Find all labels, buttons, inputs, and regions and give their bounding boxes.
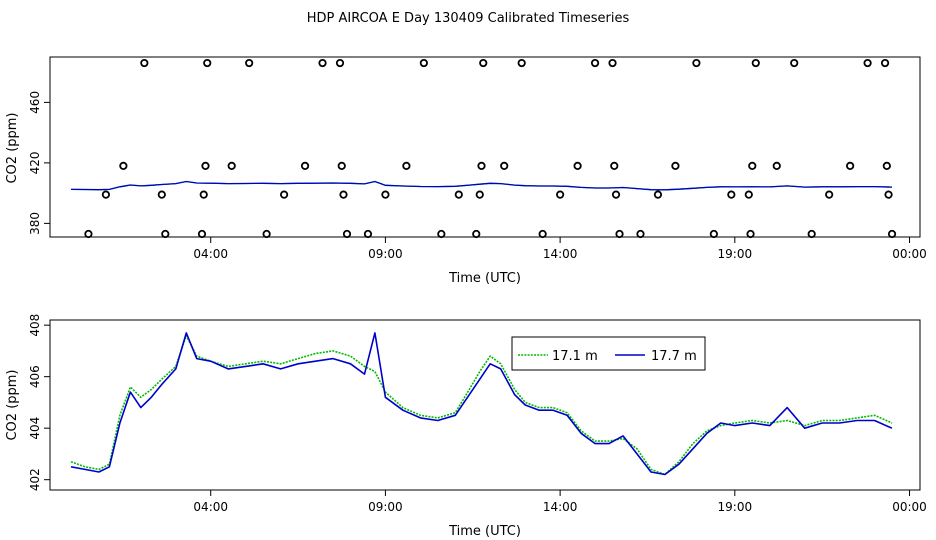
calibration-point bbox=[517, 58, 526, 68]
calibration-point bbox=[140, 58, 149, 68]
x-tick-label: 00:00 bbox=[892, 500, 927, 514]
calibration-point bbox=[608, 58, 617, 68]
series-line-17-7m-top bbox=[70, 180, 893, 191]
calibration-point bbox=[402, 161, 411, 171]
panel-timeseries: 04:00 09:00 14:00 19:00 00:00 402 404 406 408 T… bbox=[5, 314, 927, 539]
y-tick-label: 406 bbox=[28, 365, 42, 388]
calibration-point bbox=[262, 229, 271, 239]
y-tick-label: 404 bbox=[28, 417, 42, 440]
calibration-point bbox=[337, 161, 346, 171]
x-tick-label: 09:00 bbox=[368, 500, 403, 514]
x-tick-label: 09:00 bbox=[368, 247, 403, 261]
x-tick-label: 04:00 bbox=[193, 500, 228, 514]
calibration-point bbox=[475, 190, 484, 199]
series-line-17-1m bbox=[70, 334, 893, 476]
calibration-point bbox=[245, 58, 254, 68]
calibration-point bbox=[419, 58, 428, 68]
calibration-point bbox=[692, 58, 701, 68]
calibration-point bbox=[556, 190, 565, 199]
calibration-data bbox=[70, 58, 897, 239]
x-tick-label: 00:00 bbox=[892, 247, 927, 261]
calibration-point bbox=[887, 229, 897, 239]
calibration-point bbox=[472, 229, 481, 239]
calibration-point bbox=[161, 229, 170, 239]
figure-title: HDP AIRCOA E Day 130409 Calibrated Times… bbox=[307, 11, 630, 26]
legend-label-17-7m: 17.7 m bbox=[651, 349, 697, 364]
calibration-point bbox=[454, 190, 463, 199]
y-tick-label: 420 bbox=[28, 151, 42, 174]
calibration-point bbox=[203, 58, 212, 68]
calibration-point bbox=[636, 229, 645, 239]
calibration-point bbox=[880, 58, 890, 68]
calibration-point bbox=[500, 161, 509, 171]
x-axis-label-bottom: Time (UTC) bbox=[448, 524, 521, 539]
calibration-point bbox=[101, 190, 111, 199]
y-tick-label: 460 bbox=[28, 91, 42, 114]
plot-frame-top bbox=[49, 56, 921, 238]
x-tick-label: 04:00 bbox=[193, 247, 228, 261]
calibration-point bbox=[157, 190, 166, 199]
calibration-point bbox=[197, 229, 207, 239]
calibration-point bbox=[381, 190, 390, 199]
series-line-17-7m bbox=[70, 332, 893, 476]
calibration-point bbox=[300, 161, 310, 171]
x-tick-label: 19:00 bbox=[718, 500, 753, 514]
calibration-point bbox=[772, 161, 781, 171]
y-tick-label: 402 bbox=[28, 468, 42, 491]
calibration-point bbox=[671, 161, 680, 171]
calibration-point bbox=[744, 190, 753, 199]
calibration-point bbox=[590, 58, 600, 68]
calibration-point bbox=[201, 161, 210, 171]
calibration-point bbox=[790, 58, 799, 68]
calibration-point bbox=[748, 161, 757, 171]
y-tick-label: 380 bbox=[28, 212, 42, 235]
calibration-point bbox=[573, 161, 582, 171]
x-axis-label-top: Time (UTC) bbox=[448, 271, 521, 286]
calibration-point bbox=[119, 161, 128, 171]
y-axis-label-top: CO2 (ppm) bbox=[5, 112, 20, 183]
calibration-point bbox=[825, 190, 834, 199]
calibration-point bbox=[884, 190, 893, 199]
calibration-point bbox=[610, 161, 619, 171]
calibration-point bbox=[653, 190, 663, 199]
calibration-point bbox=[538, 229, 547, 239]
calibration-point bbox=[727, 190, 736, 199]
legend: 17.1 m 17.7 m bbox=[511, 336, 706, 371]
legend-box bbox=[511, 336, 706, 371]
timeseries-data bbox=[70, 332, 893, 476]
calibration-point bbox=[318, 58, 327, 68]
plot-frame-bottom bbox=[49, 319, 921, 491]
calibration-point bbox=[84, 229, 93, 239]
calibration-point bbox=[335, 58, 345, 68]
legend-label-17-1m: 17.1 m bbox=[552, 349, 598, 364]
calibration-point bbox=[615, 229, 624, 239]
y-axis-label-bottom: CO2 (ppm) bbox=[5, 369, 20, 440]
calibration-point bbox=[227, 161, 236, 171]
calibration-point bbox=[479, 58, 488, 68]
x-tick-label: 19:00 bbox=[718, 247, 753, 261]
calibration-point bbox=[339, 190, 348, 199]
calibration-point bbox=[279, 190, 289, 199]
calibration-point bbox=[751, 58, 760, 68]
y-tick-label: 408 bbox=[28, 314, 42, 337]
x-tick-label: 14:00 bbox=[543, 500, 578, 514]
calibration-point bbox=[863, 58, 872, 68]
panel-calibration: 04:00 09:00 14:00 19:00 00:00 380 420 460 Time… bbox=[5, 56, 927, 286]
calibration-point bbox=[477, 161, 486, 171]
calibration-point bbox=[746, 229, 755, 239]
calibration-point bbox=[437, 229, 446, 239]
calibration-point bbox=[342, 229, 352, 239]
x-tick-label: 14:00 bbox=[543, 247, 578, 261]
calibration-point bbox=[846, 161, 855, 171]
calibration-point bbox=[807, 229, 816, 239]
calibration-point bbox=[363, 229, 373, 239]
calibration-point bbox=[611, 190, 621, 199]
calibration-point bbox=[709, 229, 718, 239]
calibration-point bbox=[882, 161, 891, 171]
calibration-point bbox=[199, 190, 208, 199]
